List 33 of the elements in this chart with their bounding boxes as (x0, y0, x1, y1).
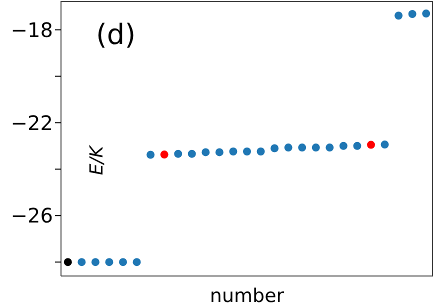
point (215, 148, 224, 156)
point (188, 150, 196, 158)
y-axis-title: E/K (86, 144, 108, 178)
point (380, 140, 389, 149)
point (394, 12, 403, 20)
point (91, 258, 100, 266)
point (298, 144, 306, 152)
point (243, 148, 251, 156)
point (64, 258, 72, 266)
annotation: (d) (96, 18, 136, 51)
point (339, 142, 348, 150)
point (202, 148, 210, 156)
y-tick-label: −18 (10, 18, 53, 42)
point (105, 258, 114, 266)
point (160, 150, 168, 159)
point (353, 142, 362, 150)
point (174, 150, 182, 158)
point (146, 150, 155, 159)
point (326, 144, 334, 152)
point (422, 10, 430, 18)
y-tick-label: −26 (10, 204, 53, 228)
point (229, 148, 238, 156)
point (284, 144, 292, 152)
point (367, 140, 375, 149)
y-tick-label: −22 (10, 110, 53, 135)
point (119, 258, 127, 266)
point (256, 148, 265, 156)
point (78, 258, 86, 266)
point (408, 10, 416, 18)
x-axis-title: number (210, 285, 284, 307)
point (270, 144, 279, 152)
point (132, 258, 141, 266)
point (312, 144, 320, 152)
